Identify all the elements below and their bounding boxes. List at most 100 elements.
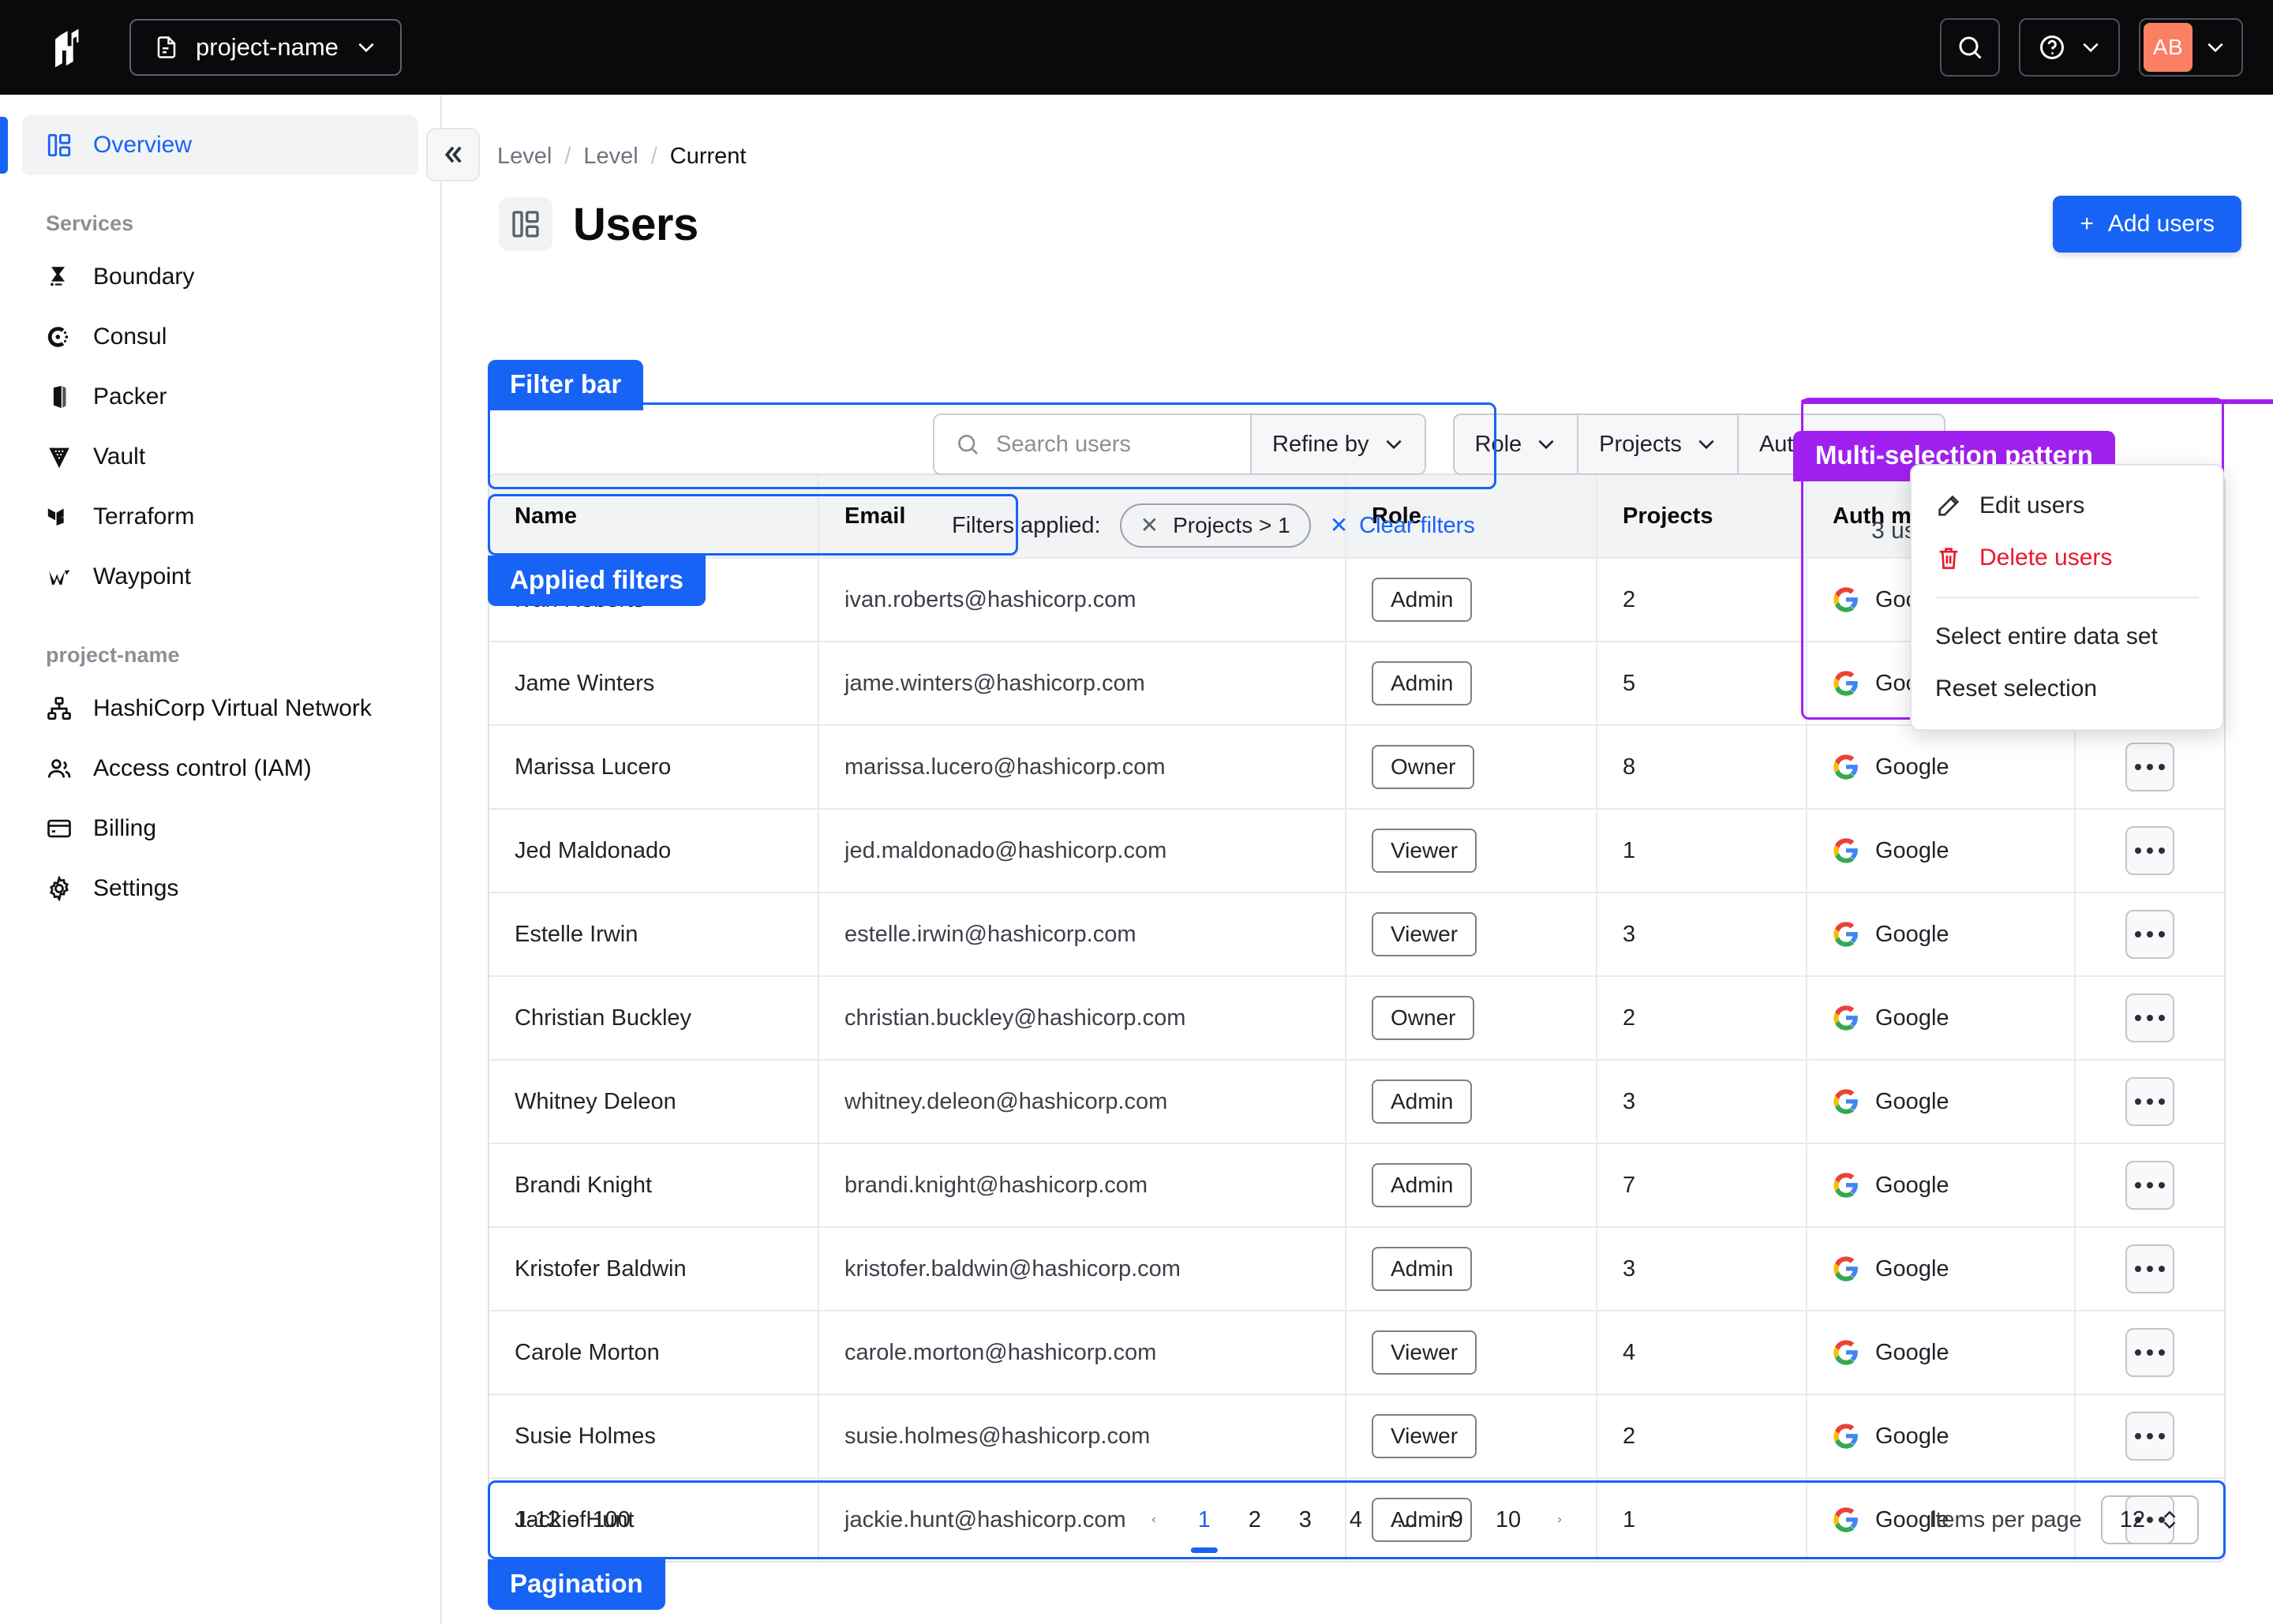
annotation-pagination: Pagination: [488, 1559, 665, 1610]
role-badge: Admin: [1372, 1498, 1473, 1542]
help-menu-button[interactable]: [2019, 18, 2120, 77]
cell-auth-method: Google: [1807, 726, 2076, 808]
sidebar-item-terraform[interactable]: Terraform: [22, 487, 418, 547]
global-search-button[interactable]: [1940, 18, 2000, 77]
pagination-page-1[interactable]: 1: [1183, 1498, 1226, 1542]
items-per-page-stepper[interactable]: 12: [2100, 1495, 2199, 1544]
table-row[interactable]: Whitney Deleon whitney.deleon@hashicorp.c…: [489, 1061, 2224, 1144]
column-header-role[interactable]: Role: [1346, 475, 1597, 557]
column-header-projects[interactable]: Projects: [1597, 475, 1807, 557]
role-badge: Viewer: [1372, 1330, 1477, 1375]
table-row[interactable]: Jed Maldonado jed.maldonado@hashicorp.com…: [489, 810, 2224, 893]
sidebar-item-consul[interactable]: Consul: [22, 307, 418, 367]
table-row[interactable]: Brandi Knight brandi.knight@hashicorp.com…: [489, 1144, 2224, 1228]
sidebar-item-label: Vault: [93, 443, 146, 470]
filter-chip-label: Projects > 1: [1173, 513, 1290, 537]
sidebar-item-packer[interactable]: Packer: [22, 367, 418, 427]
row-menu-button[interactable]: [2125, 910, 2174, 959]
project-selector[interactable]: project-name: [129, 19, 402, 76]
filter-chip-projects[interactable]: ✕ Projects > 1: [1119, 503, 1311, 548]
annotation-outline-spacer: [1801, 399, 2273, 404]
search-input[interactable]: Search users: [934, 415, 1250, 473]
menu-item-delete-users[interactable]: Delete users: [1912, 532, 2222, 584]
page-title: Users: [573, 198, 698, 250]
sidebar-item-access-control-iam[interactable]: Access control (IAM): [22, 739, 418, 799]
close-icon[interactable]: ✕: [1140, 513, 1159, 537]
vault-icon: [49, 447, 69, 469]
table-row[interactable]: Estelle Irwin estelle.irwin@hashicorp.com…: [489, 893, 2224, 977]
row-menu-button[interactable]: [2125, 1077, 2174, 1126]
chevron-down-icon: [1385, 440, 1402, 450]
chevron-down-icon: [2083, 43, 2099, 53]
menu-item-select-entire-data-set[interactable]: Select entire data set: [1912, 611, 2222, 663]
packer-icon: [53, 385, 66, 409]
table-row[interactable]: Susie Holmes susie.holmes@hashicorp.com Vi…: [489, 1395, 2224, 1479]
sidebar-item-billing[interactable]: Billing: [22, 799, 418, 859]
cell-projects: 3: [1597, 893, 1807, 975]
pagination-page-4[interactable]: 4: [1349, 1506, 1362, 1532]
refine-by-dropdown[interactable]: Refine by: [1250, 415, 1425, 473]
row-menu-button[interactable]: [2125, 743, 2174, 791]
network-icon: [47, 697, 71, 720]
sidebar-item-hashicorp-virtual-network[interactable]: HashiCorp Virtual Network: [22, 679, 418, 739]
role-badge: Admin: [1372, 1247, 1473, 1291]
cell-role: Admin: [1346, 1228, 1597, 1310]
google-icon: [1833, 671, 1858, 696]
row-menu-button[interactable]: [2125, 1244, 2174, 1293]
pagination-page-3[interactable]: 3: [1298, 1506, 1312, 1532]
google-icon: [1833, 587, 1858, 612]
breadcrumb-item-0[interactable]: Level: [497, 144, 552, 169]
auth-method-label: Google: [1875, 1088, 1949, 1114]
hashicorp-logo[interactable]: [47, 25, 92, 69]
cell-actions: [2076, 1312, 2224, 1394]
cell-name: Brandi Knight: [489, 1144, 819, 1226]
column-header-email[interactable]: Email: [819, 475, 1346, 557]
sidebar-item-waypoint[interactable]: Waypoint: [22, 547, 418, 607]
sidebar-item-settings[interactable]: Settings: [22, 859, 418, 919]
trash-icon: [1939, 548, 1958, 570]
row-menu-button[interactable]: [2125, 1412, 2174, 1461]
cell-name: Kristofer Baldwin: [489, 1228, 819, 1310]
pagination-next-button[interactable]: ›: [1557, 1513, 1562, 1526]
table-row[interactable]: Marissa Lucero marissa.lucero@hashicorp.c…: [489, 726, 2224, 810]
table-row[interactable]: Jackie Hunt jackie.hunt@hashicorp.com Admi…: [489, 1479, 2224, 1561]
add-users-button[interactable]: + Add users: [2053, 196, 2241, 253]
facet-role[interactable]: Role: [1455, 415, 1578, 473]
table-row[interactable]: Carole Morton carole.morton@hashicorp.com…: [489, 1312, 2224, 1395]
items-per-page-label: Items per page: [1929, 1506, 2082, 1532]
clear-filters-button[interactable]: ✕ Clear filters: [1330, 513, 1475, 539]
annotation-filter-bar: Filter bar: [488, 360, 644, 410]
table-row[interactable]: Christian Buckley christian.buckley@hashi…: [489, 977, 2224, 1061]
breadcrumb-item-1[interactable]: Level: [583, 144, 638, 169]
facet-projects[interactable]: Projects: [1577, 415, 1737, 473]
cell-projects: 2: [1597, 977, 1807, 1059]
row-menu-button[interactable]: [2125, 826, 2174, 875]
pagination-page-10[interactable]: 10: [1495, 1506, 1522, 1532]
sidebar-item-label: Billing: [93, 815, 157, 841]
cell-name: Marissa Lucero: [489, 726, 819, 808]
add-users-label: Add users: [2107, 211, 2215, 237]
row-menu-button[interactable]: [2125, 1161, 2174, 1210]
sidebar-item-boundary[interactable]: Boundary: [22, 247, 418, 307]
auth-method-label: Google: [1875, 1423, 1949, 1449]
column-header-name[interactable]: Name: [489, 475, 819, 557]
table-row[interactable]: Kristofer Baldwin kristofer.baldwin@hashi…: [489, 1228, 2224, 1312]
pagination-page-9[interactable]: 9: [1450, 1506, 1463, 1532]
menu-item-edit-users[interactable]: Edit users: [1912, 480, 2222, 532]
pagination-prev-button[interactable]: ‹: [1151, 1513, 1156, 1526]
google-icon: [1833, 838, 1858, 863]
cell-email: marissa.lucero@hashicorp.com: [819, 726, 1346, 808]
row-menu-button[interactable]: [2125, 993, 2174, 1042]
sidebar-item-vault[interactable]: Vault: [22, 427, 418, 487]
sidebar-collapse-button[interactable]: [426, 128, 480, 181]
project-selector-label: project-name: [196, 33, 339, 61]
applied-filters-bar: Filters applied: ✕ Projects > 1 ✕ Clear …: [933, 497, 1494, 554]
row-menu-button[interactable]: [2125, 1328, 2174, 1377]
cell-role: Admin: [1346, 559, 1597, 641]
sidebar-item-overview[interactable]: Overview: [0, 115, 418, 175]
user-menu-button[interactable]: AB: [2139, 18, 2243, 77]
pagination-page-2[interactable]: 2: [1248, 1506, 1261, 1532]
menu-item-reset-selection[interactable]: Reset selection: [1912, 663, 2222, 715]
cell-role: Admin: [1346, 1479, 1597, 1561]
waypoint-icon: [49, 570, 70, 585]
